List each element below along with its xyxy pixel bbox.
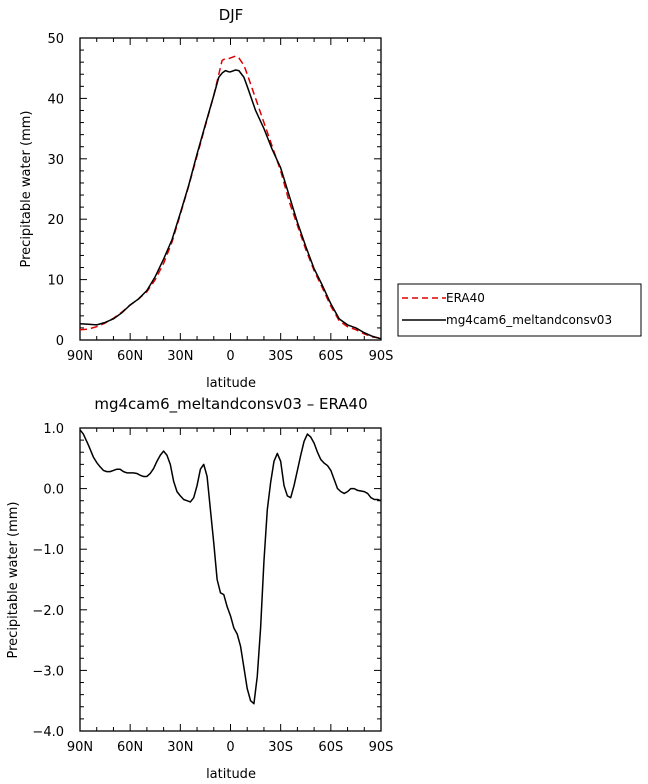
legend-label-era40: ERA40	[446, 291, 485, 305]
y-tick-labels-bottom: 1.0 0.0 −1.0 −2.0 −3.0 −4.0	[32, 422, 64, 740]
x-axis-label-top: latitude	[206, 376, 256, 391]
x-tick-label: 30N	[167, 740, 193, 755]
y-tick-label: −2.0	[32, 604, 64, 619]
top-panel: DJF 90N 60N 30N 0 30S 60S 90S 0 10 20 30 40 50 lati…	[19, 6, 393, 391]
y-tick-label: 30	[47, 153, 64, 168]
y-tick-label: −4.0	[32, 725, 64, 740]
y-tick-label: 20	[47, 213, 64, 228]
chart-title-top: DJF	[219, 6, 244, 24]
bottom-panel: mg4cam6_meltandconsv03 – ERA40 90N 60N 30N…	[6, 395, 393, 782]
x-tick-label: 60S	[318, 349, 343, 364]
x-tick-labels-top: 90N 60N 30N 0 30S 60S 90S	[67, 349, 394, 364]
x-tick-label: 60N	[117, 740, 143, 755]
x-tick-label: 30N	[167, 349, 193, 364]
chart-title-bottom: mg4cam6_meltandconsv03 – ERA40	[94, 395, 367, 414]
y-tick-label: 0.0	[43, 483, 64, 498]
axis-ticks-top	[79, 37, 382, 341]
series-line-top-1	[79, 69, 382, 340]
series-lines-bottom	[79, 429, 382, 705]
x-tick-label: 60N	[117, 349, 143, 364]
x-tick-label: 0	[226, 349, 234, 364]
legend: ERA40 mg4cam6_meltandconsv03	[397, 283, 642, 337]
y-tick-label: 1.0	[43, 422, 64, 437]
y-tick-label: 0	[56, 334, 64, 349]
plot-frame-bottom	[79, 427, 382, 732]
x-tick-label: 90S	[369, 349, 394, 364]
x-tick-label: 60S	[318, 740, 343, 755]
y-tick-label: 50	[47, 32, 64, 47]
x-tick-label: 90S	[369, 740, 394, 755]
x-axis-label-bottom: latitude	[206, 767, 256, 782]
plot-frame-top	[79, 37, 382, 341]
y-axis-label-top: Precipitable water (mm)	[19, 111, 34, 268]
series-line-top-0	[79, 55, 382, 339]
legend-label-model: mg4cam6_meltandconsv03	[446, 313, 612, 327]
series-lines-top	[79, 55, 382, 340]
y-axis-label-bottom: Precipitable water (mm)	[6, 502, 21, 659]
x-tick-label: 0	[226, 740, 234, 755]
x-tick-label: 90N	[67, 740, 93, 755]
series-line-bottom-0	[79, 429, 382, 705]
x-tick-labels-bottom: 90N 60N 30N 0 30S 60S 90S	[67, 740, 394, 755]
legend-box	[397, 283, 642, 337]
y-tick-label: 10	[47, 274, 64, 289]
y-tick-labels-top: 0 10 20 30 40 50	[47, 32, 64, 349]
y-tick-label: −3.0	[32, 664, 64, 679]
axis-ticks-bottom	[79, 427, 382, 732]
x-tick-label: 90N	[67, 349, 93, 364]
y-tick-label: 40	[47, 92, 64, 107]
x-tick-label: 30S	[268, 740, 293, 755]
x-tick-label: 30S	[268, 349, 293, 364]
y-tick-label: −1.0	[32, 543, 64, 558]
